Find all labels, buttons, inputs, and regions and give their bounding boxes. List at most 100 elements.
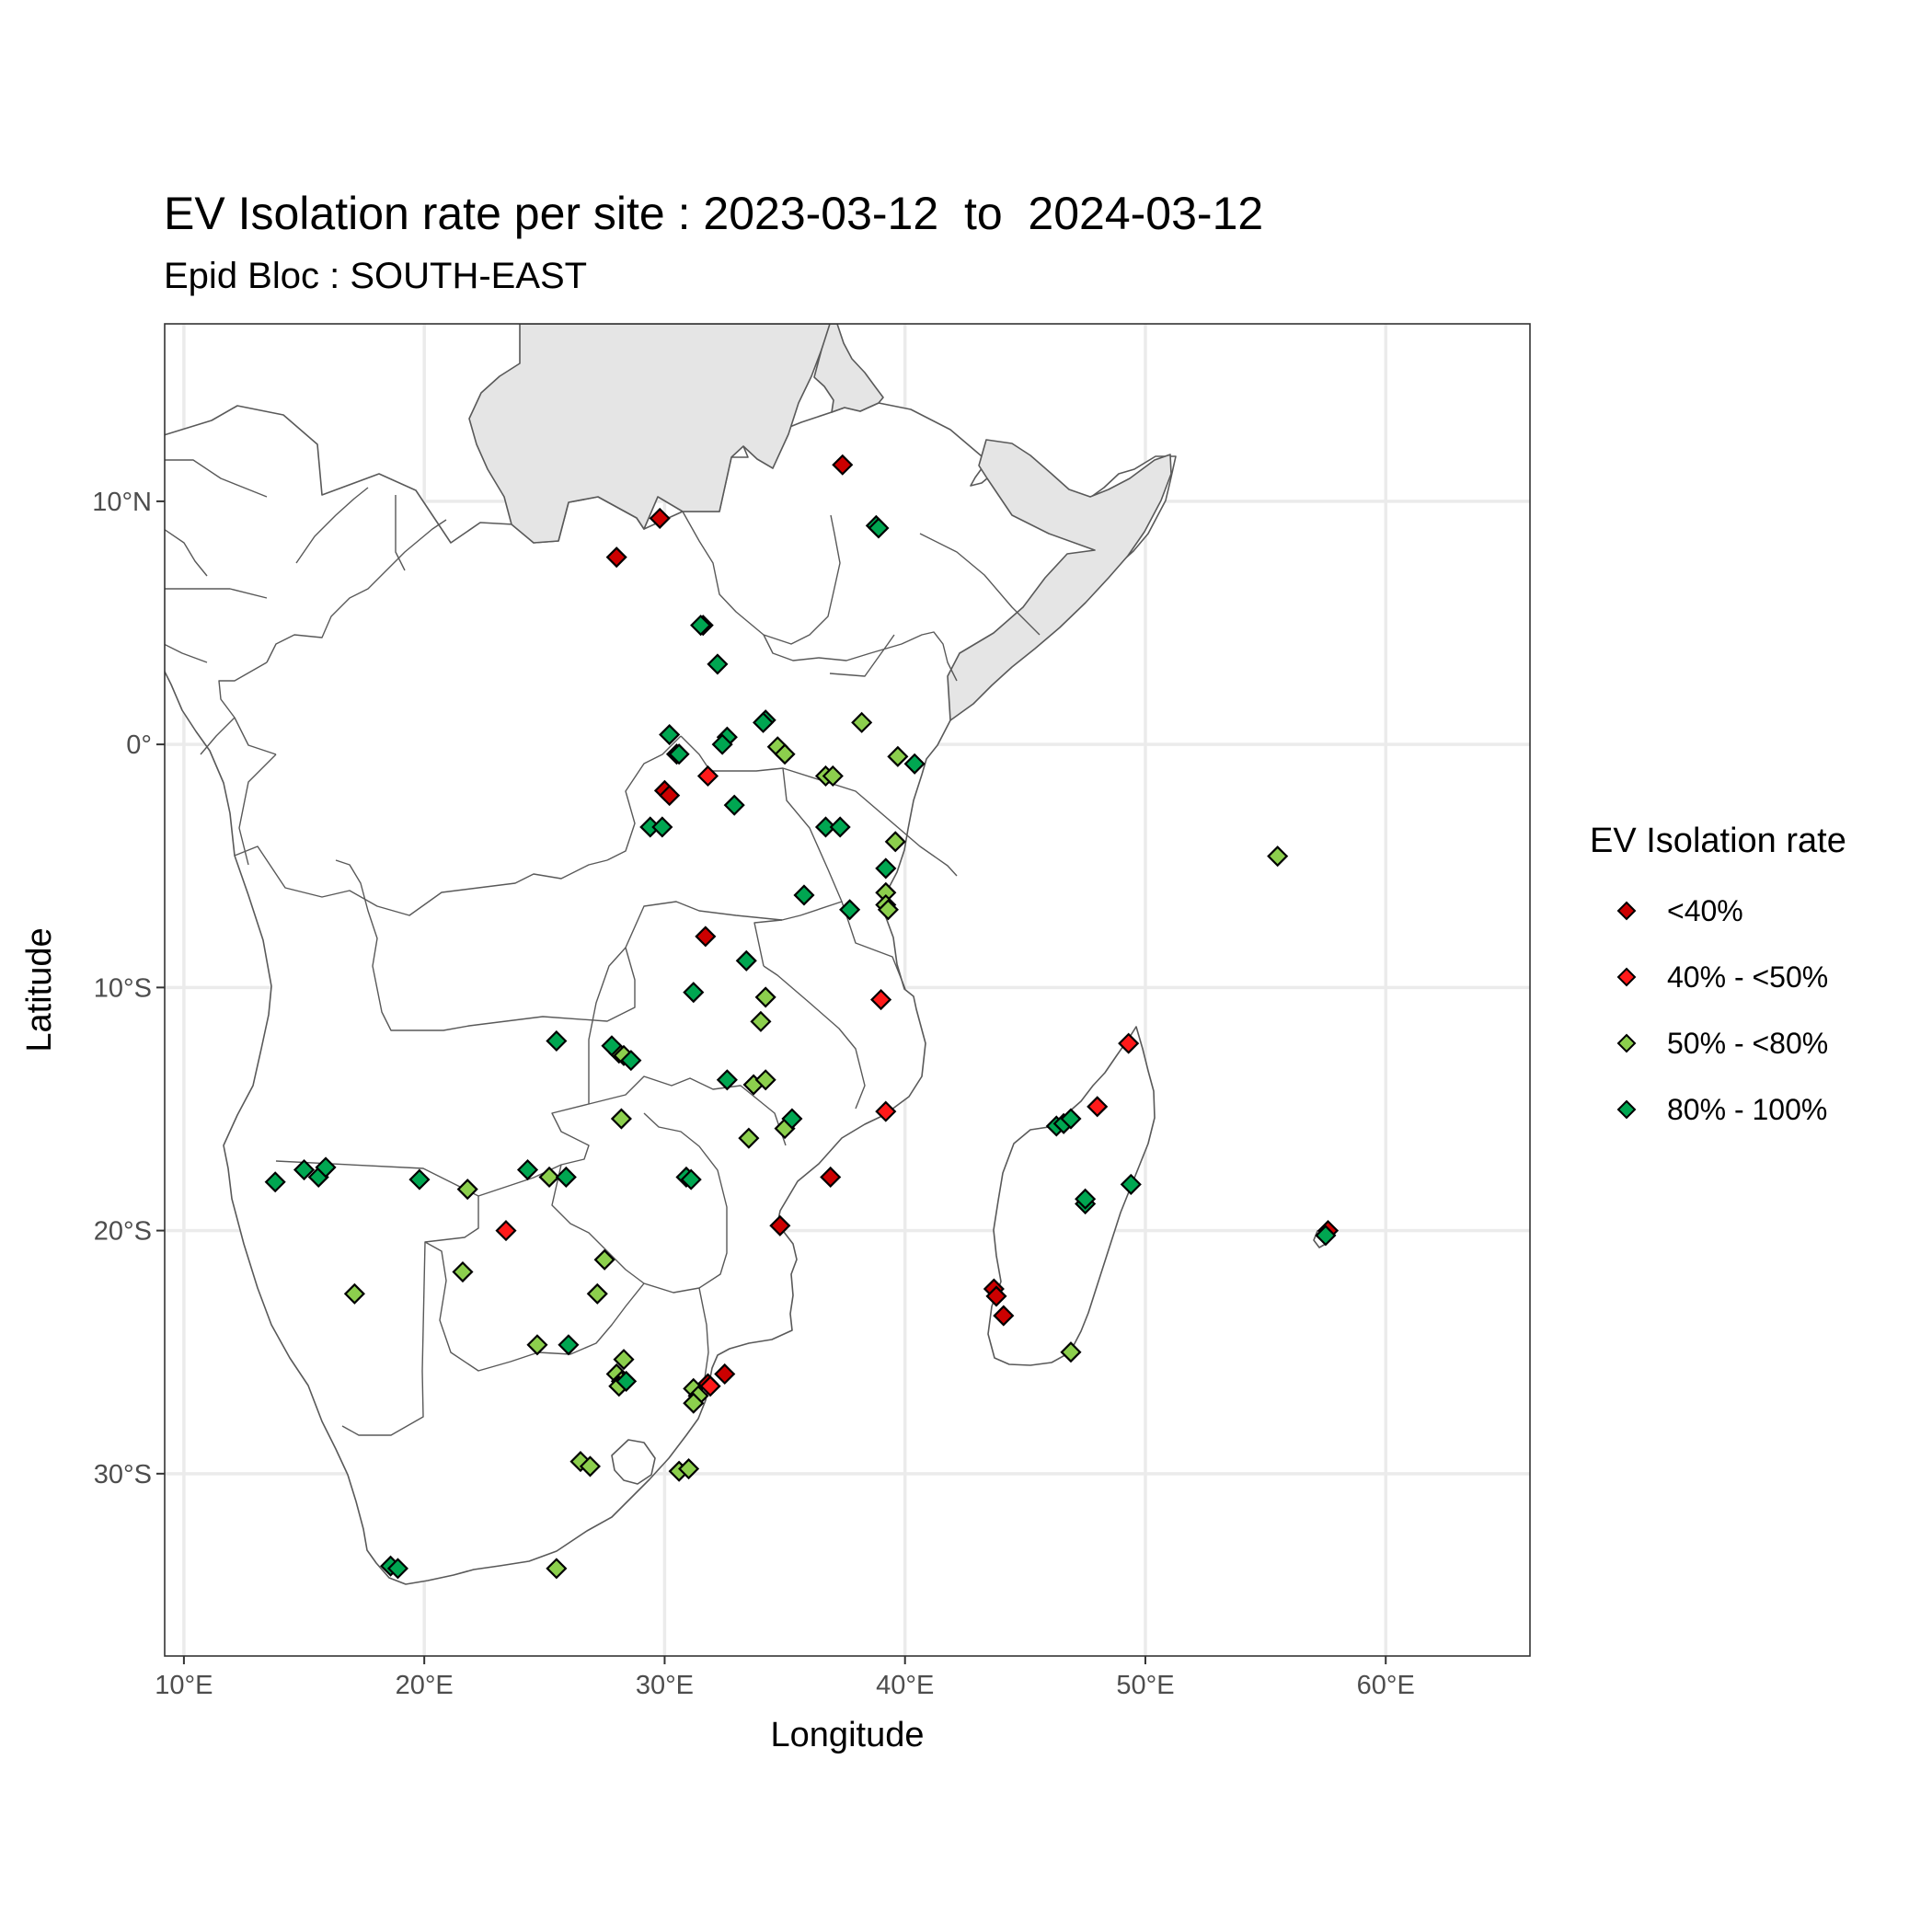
legend-key <box>1608 1025 1645 1062</box>
legend-title: EV Isolation rate <box>1590 822 1846 860</box>
not-in-bloc-regions <box>468 324 1172 721</box>
site-marker <box>526 1334 548 1356</box>
legend-label: <40% <box>1667 893 1743 927</box>
site-marker <box>1087 1096 1109 1118</box>
site-marker <box>605 546 627 569</box>
site-marker <box>293 1158 316 1181</box>
site-marker <box>315 1156 337 1179</box>
eritrea-region <box>813 324 884 413</box>
site-marker <box>884 831 906 853</box>
site-markers <box>264 454 1340 1580</box>
x-tick-label: 50°E <box>1116 1671 1174 1700</box>
legend-diamond <box>1616 1099 1637 1120</box>
site-marker <box>714 1363 736 1386</box>
legend-item: 40% - <50% <box>1590 944 1846 1010</box>
site-marker <box>1060 1341 1082 1363</box>
legend-item: <40% <box>1590 878 1846 944</box>
site-marker <box>1315 1225 1337 1247</box>
site-marker <box>750 1010 772 1032</box>
site-marker <box>738 1127 760 1149</box>
legend-label: 50% - <80% <box>1667 1026 1829 1060</box>
site-marker <box>601 1035 623 1057</box>
site-marker <box>1075 1188 1097 1210</box>
y-axis-ticks: 10°N 0° 10°S 20°S 30°S <box>92 488 165 1489</box>
site-marker <box>716 1069 738 1091</box>
site-marker <box>870 989 892 1011</box>
x-axis-title: Longitude <box>771 1716 925 1754</box>
y-tick-label: 30°S <box>94 1460 152 1489</box>
site-marker <box>343 1282 365 1305</box>
site-marker <box>538 1166 560 1189</box>
site-marker <box>1267 845 1289 868</box>
site-marker <box>707 653 729 675</box>
site-marker <box>814 816 837 838</box>
legend-diamond <box>1616 901 1637 921</box>
site-marker <box>735 949 757 972</box>
site-marker <box>839 899 861 921</box>
site-marker <box>615 1370 638 1392</box>
site-marker <box>659 723 681 746</box>
site-marker <box>753 711 775 733</box>
site-marker <box>678 1457 700 1480</box>
site-marker <box>495 1220 517 1242</box>
site-marker <box>696 765 719 788</box>
site-marker <box>1118 1032 1140 1054</box>
legend-key <box>1608 1091 1645 1128</box>
site-marker <box>683 1392 705 1414</box>
legend-key <box>1608 892 1645 929</box>
land-layer <box>165 402 1327 1585</box>
legend-key <box>1608 959 1645 995</box>
site-marker <box>516 1158 539 1181</box>
site-marker <box>456 1179 478 1201</box>
site-marker <box>659 785 681 807</box>
panel-border <box>164 323 1531 1657</box>
site-marker <box>851 711 873 733</box>
site-marker <box>875 857 897 880</box>
site-marker <box>1120 1173 1142 1195</box>
site-marker <box>822 765 844 788</box>
site-marker <box>613 1349 635 1371</box>
x-tick-label: 40°E <box>876 1671 934 1700</box>
site-marker <box>579 1455 601 1478</box>
site-marker <box>649 507 671 529</box>
site-marker <box>793 884 815 906</box>
y-tick-label: 10°N <box>92 488 152 517</box>
site-marker <box>699 1375 721 1397</box>
site-marker <box>610 1108 632 1130</box>
chart-title: EV Isolation rate per site : 2023-03-12 … <box>164 188 1264 239</box>
y-tick-label: 10°S <box>94 973 152 1003</box>
site-marker <box>651 816 673 838</box>
chart-subtitle: Epid Bloc : SOUTH-EAST <box>164 256 588 296</box>
legend-item: 50% - <80% <box>1590 1010 1846 1076</box>
site-marker <box>829 816 851 838</box>
site-marker <box>264 1171 286 1193</box>
site-marker <box>832 454 854 476</box>
legend-label: 80% - 100% <box>1667 1092 1828 1126</box>
site-marker <box>558 1334 580 1356</box>
site-marker <box>877 899 899 921</box>
site-marker <box>985 1285 1007 1307</box>
legend-diamond <box>1616 967 1637 987</box>
x-tick-label: 10°E <box>155 1671 213 1700</box>
site-marker <box>887 745 909 767</box>
x-tick-label: 30°E <box>636 1671 694 1700</box>
site-marker <box>1060 1108 1082 1130</box>
site-marker <box>820 1166 842 1189</box>
site-marker <box>546 1558 568 1580</box>
site-marker <box>386 1558 408 1580</box>
site-marker <box>555 1166 577 1189</box>
site-marker <box>769 1214 791 1236</box>
legend: EV Isolation rate <40% 40% - <50% 50% - <8… <box>1590 822 1846 1143</box>
site-marker <box>690 615 712 637</box>
site-marker <box>781 1108 803 1130</box>
site-marker <box>754 1069 776 1091</box>
site-marker <box>903 753 926 775</box>
site-marker <box>452 1260 474 1283</box>
legend-item: 80% - 100% <box>1590 1076 1846 1143</box>
site-marker <box>993 1305 1015 1327</box>
site-marker <box>695 926 717 948</box>
y-tick-label: 0° <box>126 730 152 760</box>
site-marker <box>668 743 690 765</box>
x-tick-label: 60°E <box>1357 1671 1415 1700</box>
